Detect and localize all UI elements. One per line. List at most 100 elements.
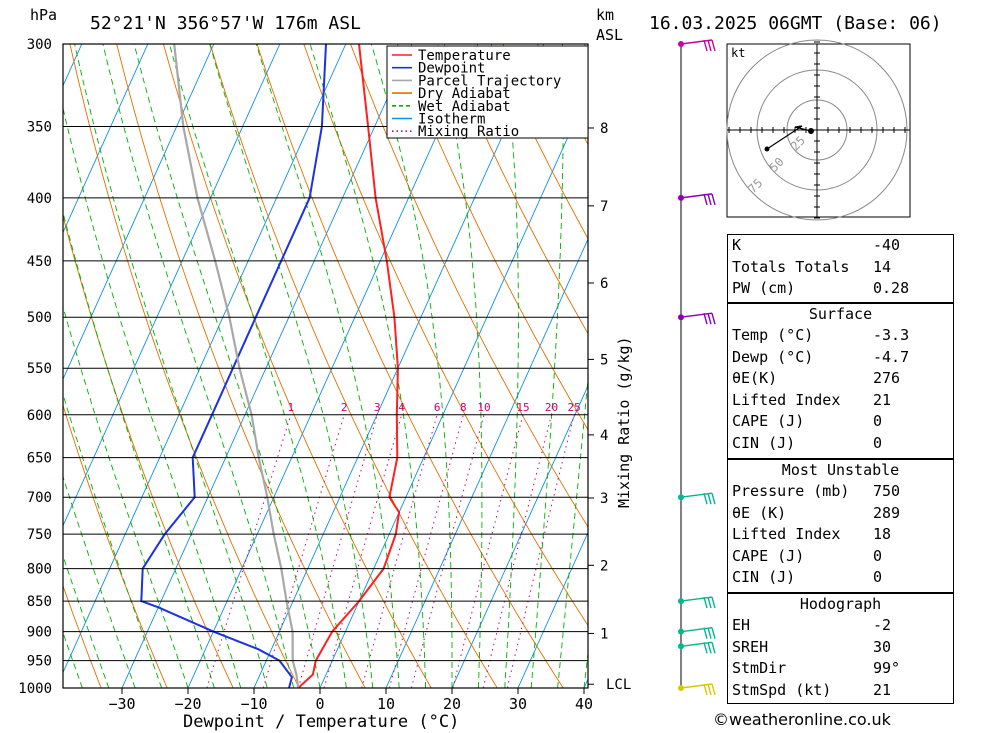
- table-value: 18: [873, 525, 892, 543]
- wind-barb-feather: [711, 313, 716, 325]
- table-key: Lifted Index: [732, 390, 841, 409]
- pressure-tick-label: 850: [27, 594, 52, 610]
- wind-barb-staff: [680, 492, 713, 498]
- wet-adiabat-line: [63, 210, 215, 688]
- dry-adiabat-line: [0, 7, 35, 688]
- wind-barb-feather: [711, 683, 716, 696]
- table-key: StmSpd (kt): [732, 680, 832, 699]
- table-value: -4.7: [873, 347, 910, 366]
- table-key: EH: [732, 616, 751, 634]
- wet-adiabat-line: [530, 44, 564, 688]
- table-value: 276: [873, 369, 901, 387]
- lcl-label: LCL: [606, 677, 631, 693]
- table-value: 14: [873, 257, 892, 276]
- table-key: CAPE (J): [732, 546, 805, 565]
- mixing-ratio-label: 1: [287, 401, 294, 414]
- dewpoint-line: [140, 44, 327, 688]
- wind-barb-staff: [680, 626, 713, 633]
- km-tick-label: 6: [600, 276, 608, 292]
- km-tick-label: 8: [600, 121, 608, 137]
- wet-adiabat-line: [102, 44, 295, 688]
- table-value: 0.28: [873, 279, 910, 297]
- wind-barb-staff: [680, 312, 713, 318]
- table-value: -2: [873, 616, 892, 634]
- table-row: StmSpd (kt) 21: [728, 680, 953, 702]
- mixing-ratio-label: 3: [374, 401, 381, 414]
- wet-adiabat-line: [63, 554, 110, 688]
- table-row: Pressure (mb) 750: [728, 481, 953, 503]
- dry-adiabat-line: [63, 584, 102, 688]
- isotherm-line: [517, 531, 588, 688]
- wind-barb-staff: [680, 193, 713, 199]
- hodograph-point: [764, 146, 770, 152]
- x-tick-label: 30: [509, 695, 527, 713]
- legend-entry: Parcel Trajectory: [418, 73, 561, 89]
- table-row: CAPE (J) 0: [728, 411, 953, 433]
- table-row: Lifted Index 18: [728, 524, 953, 546]
- mixing-ratio-label: 20: [545, 401, 558, 414]
- table-value: 0: [873, 568, 883, 586]
- mixing-ratio-line: [297, 414, 378, 688]
- table-key: PW (cm): [732, 279, 796, 297]
- table-row: EH -2: [728, 615, 953, 637]
- mixing-ratio-label: 25: [567, 401, 580, 414]
- temperature-line: [297, 44, 401, 688]
- wind-barb-feather: [707, 683, 712, 696]
- x-tick-label: −20: [174, 695, 201, 713]
- table-value: 21: [873, 390, 892, 409]
- table-key: Pressure (mb): [732, 482, 850, 500]
- pressure-tick-label: 350: [27, 119, 52, 135]
- table-value: 21: [873, 680, 892, 699]
- wind-barb-feather: [707, 193, 712, 206]
- table-value: 30: [873, 637, 892, 656]
- wind-profile: [678, 39, 716, 696]
- table-key: Dewp (°C): [732, 347, 814, 366]
- km-tick-label: 2: [600, 558, 608, 574]
- x-axis-label: Dewpoint / Temperature (°C): [183, 712, 459, 732]
- wet-adiabat-line: [133, 44, 321, 688]
- table-row: Temp (°C) -3.3: [728, 325, 953, 347]
- dry-adiabat-line: [63, 403, 168, 688]
- x-tick-label: 40: [575, 695, 593, 713]
- table-key: Temp (°C): [732, 326, 814, 344]
- pressure-tick-label: 600: [27, 408, 52, 424]
- table-row: SREH 30: [728, 637, 953, 659]
- km-tick-label: 5: [600, 352, 608, 368]
- isotherm-line: [451, 384, 588, 688]
- most-unstable-table: Most Unstable Pressure (mb) 750 θE (K) 289 L…: [727, 459, 954, 593]
- table-row: θE(K) 276: [728, 368, 953, 390]
- wind-barb-feather: [703, 683, 708, 696]
- km-tick-label: 7: [600, 199, 608, 215]
- mixing-ratio-label: 15: [516, 401, 529, 414]
- wind-barb-feather: [707, 313, 712, 325]
- hodograph-table: Hodograph EH -2 SREH 30 StmDir 99° StmSpd (kt)…: [727, 593, 954, 704]
- pressure-tick-label: 450: [27, 254, 52, 270]
- wet-adiabat-line: [557, 373, 588, 688]
- wind-barb-feather: [703, 642, 708, 654]
- table-key: CIN (J): [732, 568, 796, 586]
- indices-table: K -40 Totals Totals 14 PW (cm) 0.28: [727, 234, 954, 303]
- most-unstable-title: Most Unstable: [781, 461, 900, 479]
- hodograph-trace: [766, 125, 812, 150]
- pressure-tick-label: 750: [27, 527, 52, 543]
- location-title: 52°21'N 356°57'W 176m ASL: [90, 13, 361, 34]
- x-tick-label: 10: [377, 695, 395, 713]
- wind-barb-staff: [680, 596, 713, 602]
- table-key: K: [732, 236, 742, 254]
- table-row: CIN (J) 0: [728, 433, 953, 455]
- x-tick-label: −30: [108, 695, 135, 713]
- wet-adiabat-line: [168, 44, 347, 688]
- pressure-tick-label: 650: [27, 451, 52, 467]
- wind-barb-feather: [703, 193, 708, 206]
- mixing-ratio-line: [262, 414, 345, 688]
- hodograph-storm-motion: [808, 128, 814, 134]
- legend-entry: Temperature: [418, 48, 511, 64]
- table-row: CIN (J) 0: [728, 567, 953, 589]
- legend-entry: Isotherm: [418, 112, 485, 128]
- pressure-tick-label: 400: [27, 191, 52, 207]
- mixing-ratio-label: 6: [434, 401, 441, 414]
- hodograph-title: Hodograph: [799, 595, 882, 613]
- table-row: Dewp (°C) -4.7: [728, 347, 953, 369]
